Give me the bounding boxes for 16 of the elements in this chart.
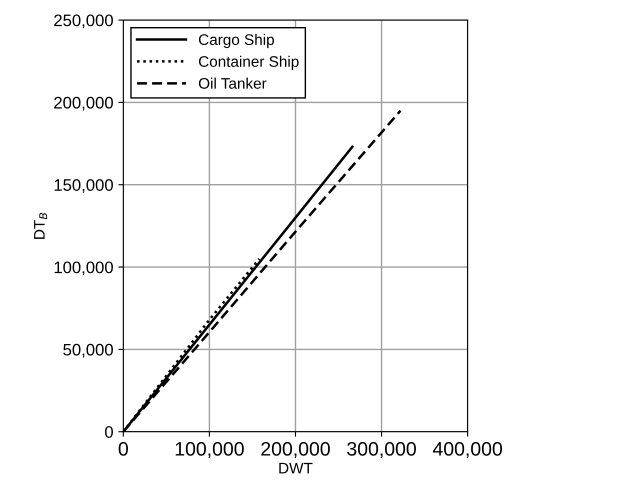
y-tick-label: 50,000: [63, 344, 113, 358]
x-tick-label: 300,000: [347, 442, 416, 458]
y-tick-label: 250,000: [54, 14, 113, 28]
x-tick-label: 200,000: [261, 442, 330, 458]
y-tick-label: 100,000: [54, 261, 113, 276]
legend-label: Container Ship: [198, 56, 299, 70]
y-tick-label: 150,000: [54, 179, 113, 193]
x-tick-label: 0: [118, 442, 128, 456]
y-tick-label: 200,000: [54, 96, 113, 111]
x-tick-label: 400,000: [432, 442, 502, 458]
y-axis-title: DT$_{B}$: [34, 212, 48, 239]
legend-label: Oil Tanker: [198, 78, 266, 89]
x-axis-title: DWT: [279, 462, 313, 474]
y-tick-label: 0: [104, 426, 113, 438]
x-tick-label: 100,000: [176, 442, 244, 458]
legend-label: Cargo Ship: [198, 34, 274, 48]
